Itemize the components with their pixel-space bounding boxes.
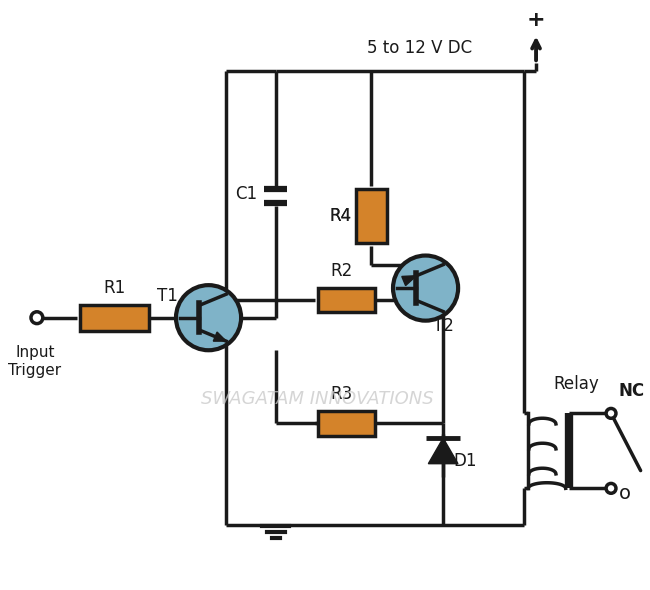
Text: R4: R4 — [330, 207, 352, 225]
Text: +: + — [526, 9, 545, 30]
Text: T2: T2 — [434, 317, 454, 335]
Text: NC: NC — [619, 382, 645, 399]
Text: C1: C1 — [235, 185, 257, 202]
Text: Input
Trigger: Input Trigger — [8, 345, 62, 378]
Text: 5 to 12 V DC: 5 to 12 V DC — [367, 40, 472, 57]
Circle shape — [606, 483, 616, 493]
Text: SWAGATAM INNOVATIONS: SWAGATAM INNOVATIONS — [201, 389, 434, 408]
Text: T1: T1 — [157, 287, 178, 305]
Polygon shape — [428, 438, 458, 464]
Text: R1: R1 — [104, 279, 126, 297]
Text: Relay: Relay — [554, 375, 599, 393]
Bar — [318, 411, 375, 435]
Text: R2: R2 — [331, 262, 353, 280]
Text: R4: R4 — [330, 207, 352, 225]
Text: D1: D1 — [453, 452, 476, 470]
Circle shape — [176, 285, 241, 350]
Bar — [356, 189, 387, 243]
Polygon shape — [213, 332, 226, 341]
Circle shape — [31, 312, 43, 323]
Text: o: o — [619, 484, 631, 503]
Text: R3: R3 — [331, 385, 353, 403]
Circle shape — [393, 255, 458, 320]
Bar — [81, 305, 150, 330]
Polygon shape — [402, 276, 417, 286]
Circle shape — [606, 408, 616, 418]
Bar — [318, 287, 375, 312]
